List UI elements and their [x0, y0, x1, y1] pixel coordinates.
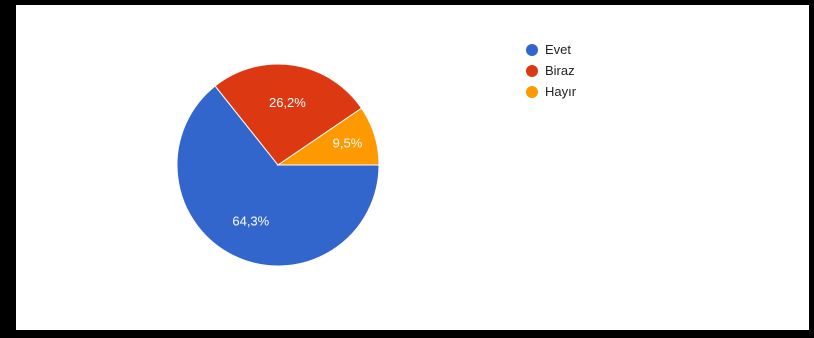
legend: Evet Biraz Hayır — [526, 39, 576, 102]
slice-label-hayir: 9,5% — [333, 136, 363, 151]
legend-swatch-evet — [526, 43, 538, 56]
legend-item-evet[interactable]: Evet — [526, 39, 576, 60]
legend-label-hayir: Hayır — [545, 84, 577, 99]
slice-label-evet: 64,3% — [232, 213, 269, 228]
pie-chart: 64,3% 26,2% 9,5% — [176, 63, 380, 267]
legend-label-evet: Evet — [545, 42, 572, 57]
slice-label-biraz: 26,2% — [269, 95, 306, 110]
pie-slice-hayir[interactable] — [276, 107, 380, 166]
legend-label-biraz: Biraz — [545, 63, 575, 78]
pie-slice-biraz[interactable] — [214, 63, 363, 166]
legend-item-hayir[interactable]: Hayır — [526, 81, 576, 102]
legend-swatch-hayir — [526, 85, 538, 98]
legend-swatch-biraz — [526, 64, 538, 77]
pie-slice-evet[interactable] — [176, 85, 380, 267]
chart-frame: 64,3% 26,2% 9,5% Evet Biraz Hayır — [16, 5, 809, 330]
legend-item-biraz[interactable]: Biraz — [526, 60, 576, 81]
